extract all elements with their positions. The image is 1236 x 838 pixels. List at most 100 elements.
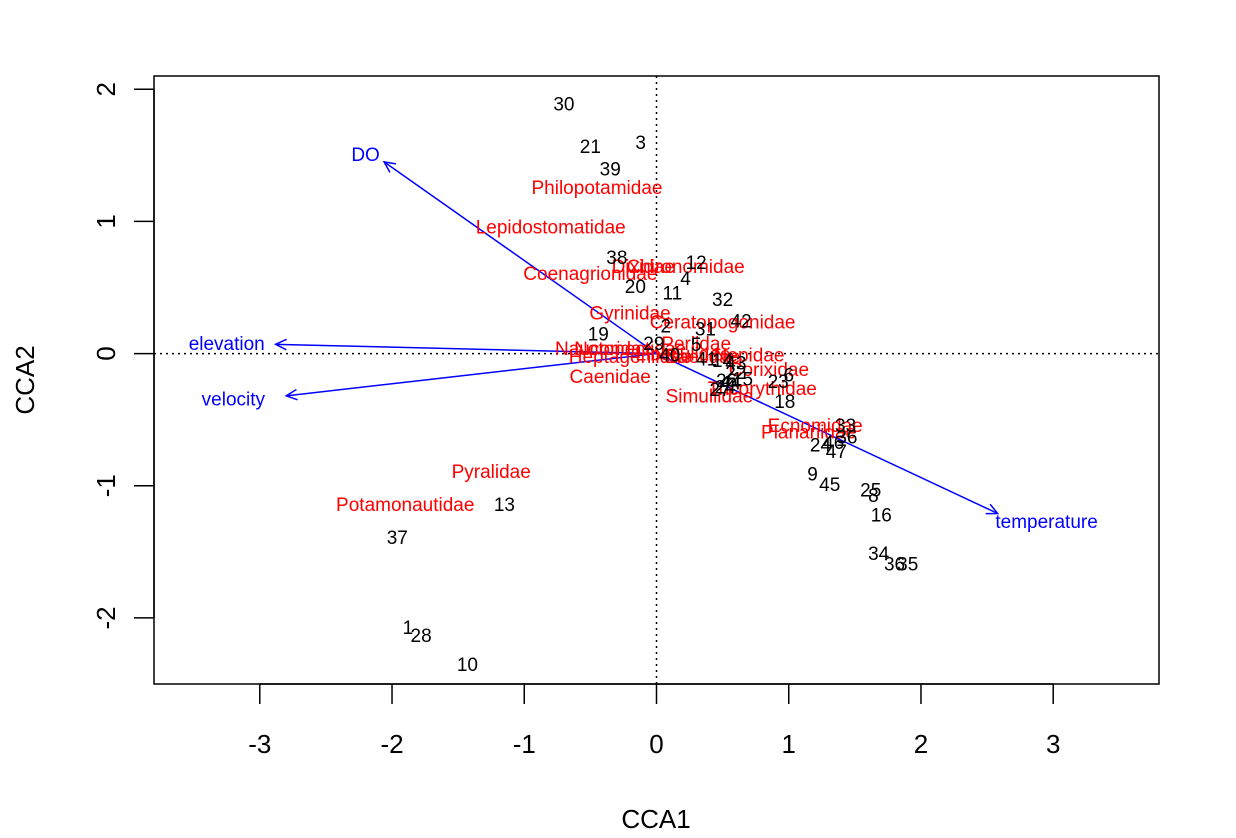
site-label: 47: [826, 442, 847, 463]
site-label: 10: [457, 655, 478, 676]
species-label: Potamonautidae: [336, 495, 474, 516]
site-label: 31: [695, 319, 716, 340]
x-tick-label: -2: [380, 729, 403, 759]
site-label: 13: [494, 495, 515, 516]
site-label: 45: [819, 475, 840, 496]
y-tick-label: -1: [91, 474, 121, 497]
species-label: Corixidae: [729, 360, 809, 381]
site-label: 16: [871, 506, 892, 527]
x-tick-label: -3: [248, 729, 271, 759]
site-label: 14: [712, 351, 734, 372]
species-label: Planariidae: [761, 422, 856, 443]
site-label: 18: [774, 392, 795, 413]
species-label: Ceratopogonidae: [650, 313, 796, 334]
env-label-DO: DO: [351, 145, 380, 166]
species-label: Simuliidae: [666, 387, 754, 408]
site-label: 38: [606, 248, 627, 269]
site-label: 2: [660, 317, 671, 338]
species-labels: Philopotamidae Lepidostomatidae DixidaeChi…: [336, 178, 863, 516]
arrowhead-temperature: [985, 503, 1000, 515]
site-label: 28: [411, 626, 432, 647]
y-tick-label: 2: [91, 82, 121, 96]
environment-arrows: [273, 160, 1000, 515]
site-label: 5: [691, 335, 702, 356]
species-label: Gyrinidae: [589, 303, 670, 324]
site-label: 20: [625, 277, 646, 298]
species-label: Coenagrionidae: [523, 264, 657, 285]
x-axis: -3 -2 -1 0 1 2 3: [248, 683, 1060, 759]
site-label: 36: [836, 428, 857, 449]
species-label: Caenidae: [570, 367, 651, 388]
site-label: 25: [860, 481, 881, 502]
species-label: Notonectidae: [574, 339, 686, 360]
arrowhead-DO: [382, 160, 397, 173]
x-tick-label: 0: [649, 729, 663, 759]
site-label: 37: [387, 528, 408, 549]
site-label: 9: [807, 465, 818, 486]
site-label: 23: [768, 372, 789, 393]
arrow-velocity: [286, 352, 657, 397]
environment-labels: DO elevation velocity temperature: [189, 145, 1098, 533]
species-label: Nepidae: [714, 346, 785, 367]
species-label: Heptageniidae: [569, 347, 692, 368]
x-tick-label: -1: [513, 729, 536, 759]
site-label: 8: [868, 486, 879, 507]
env-label-temperature: temperature: [995, 512, 1097, 533]
site-label: 6: [783, 366, 794, 387]
site-label: 29: [643, 334, 664, 355]
site-label: 43: [725, 354, 746, 375]
site-label: 24: [810, 436, 832, 457]
site-label: 42: [731, 311, 752, 332]
site-label: 30: [553, 95, 574, 116]
species-label: Pyralidae: [452, 462, 531, 483]
site-label: 12: [686, 253, 707, 274]
site-label: 21: [580, 137, 601, 158]
species-label: Dixidae: [612, 257, 675, 278]
x-tick-label: 3: [1046, 729, 1060, 759]
site-label: 44: [720, 373, 742, 394]
arrowhead-elevation: [273, 338, 287, 351]
species-label: Baetidae: [665, 347, 740, 368]
env-label-velocity: velocity: [202, 389, 266, 410]
site-label: 26: [716, 371, 737, 392]
species-label: Naucoridae: [555, 339, 652, 360]
site-label: 32: [712, 290, 733, 311]
site-label: 34: [868, 544, 890, 565]
site-label: 1: [403, 618, 414, 639]
y-axis-title: CCA2: [10, 345, 40, 414]
site-label: 15: [732, 370, 753, 391]
x-axis-title: CCA1: [621, 804, 690, 834]
arrow-elevation: [275, 343, 657, 355]
site-label: 36: [884, 555, 905, 576]
y-tick-label: 1: [91, 214, 121, 228]
site-label: 11: [663, 284, 683, 305]
site-label: 35: [897, 555, 918, 576]
species-label: Libellulidae: [635, 344, 730, 365]
species-label: Ecnomidae: [768, 416, 863, 437]
species-label: Tricorythidae: [708, 379, 817, 400]
y-axis: -2 -1 0 1 2: [91, 82, 155, 629]
species-label: Chironomidae: [626, 257, 744, 278]
site-label: 19: [588, 325, 609, 346]
site-label: 46: [823, 433, 844, 454]
site-label: 27: [709, 380, 730, 401]
arrow-temperature: [656, 352, 998, 515]
site-label: 33: [835, 416, 856, 437]
site-label: 4: [680, 269, 691, 290]
y-tick-label: -2: [91, 606, 121, 629]
species-label: Perlidae: [661, 334, 731, 355]
site-label: 3: [635, 133, 646, 154]
y-tick-label: 0: [91, 346, 121, 360]
arrowhead-velocity: [284, 388, 298, 401]
x-tick-label: 2: [914, 729, 928, 759]
reference-lines: [154, 76, 1159, 684]
site-label: 40: [659, 346, 680, 367]
site-label: 22: [725, 363, 746, 384]
arrow-DO: [383, 161, 657, 355]
site-label: 41: [696, 350, 717, 371]
species-label: Philopotamidae: [532, 178, 663, 199]
env-label-elevation: elevation: [189, 334, 265, 355]
x-tick-label: 1: [782, 729, 796, 759]
